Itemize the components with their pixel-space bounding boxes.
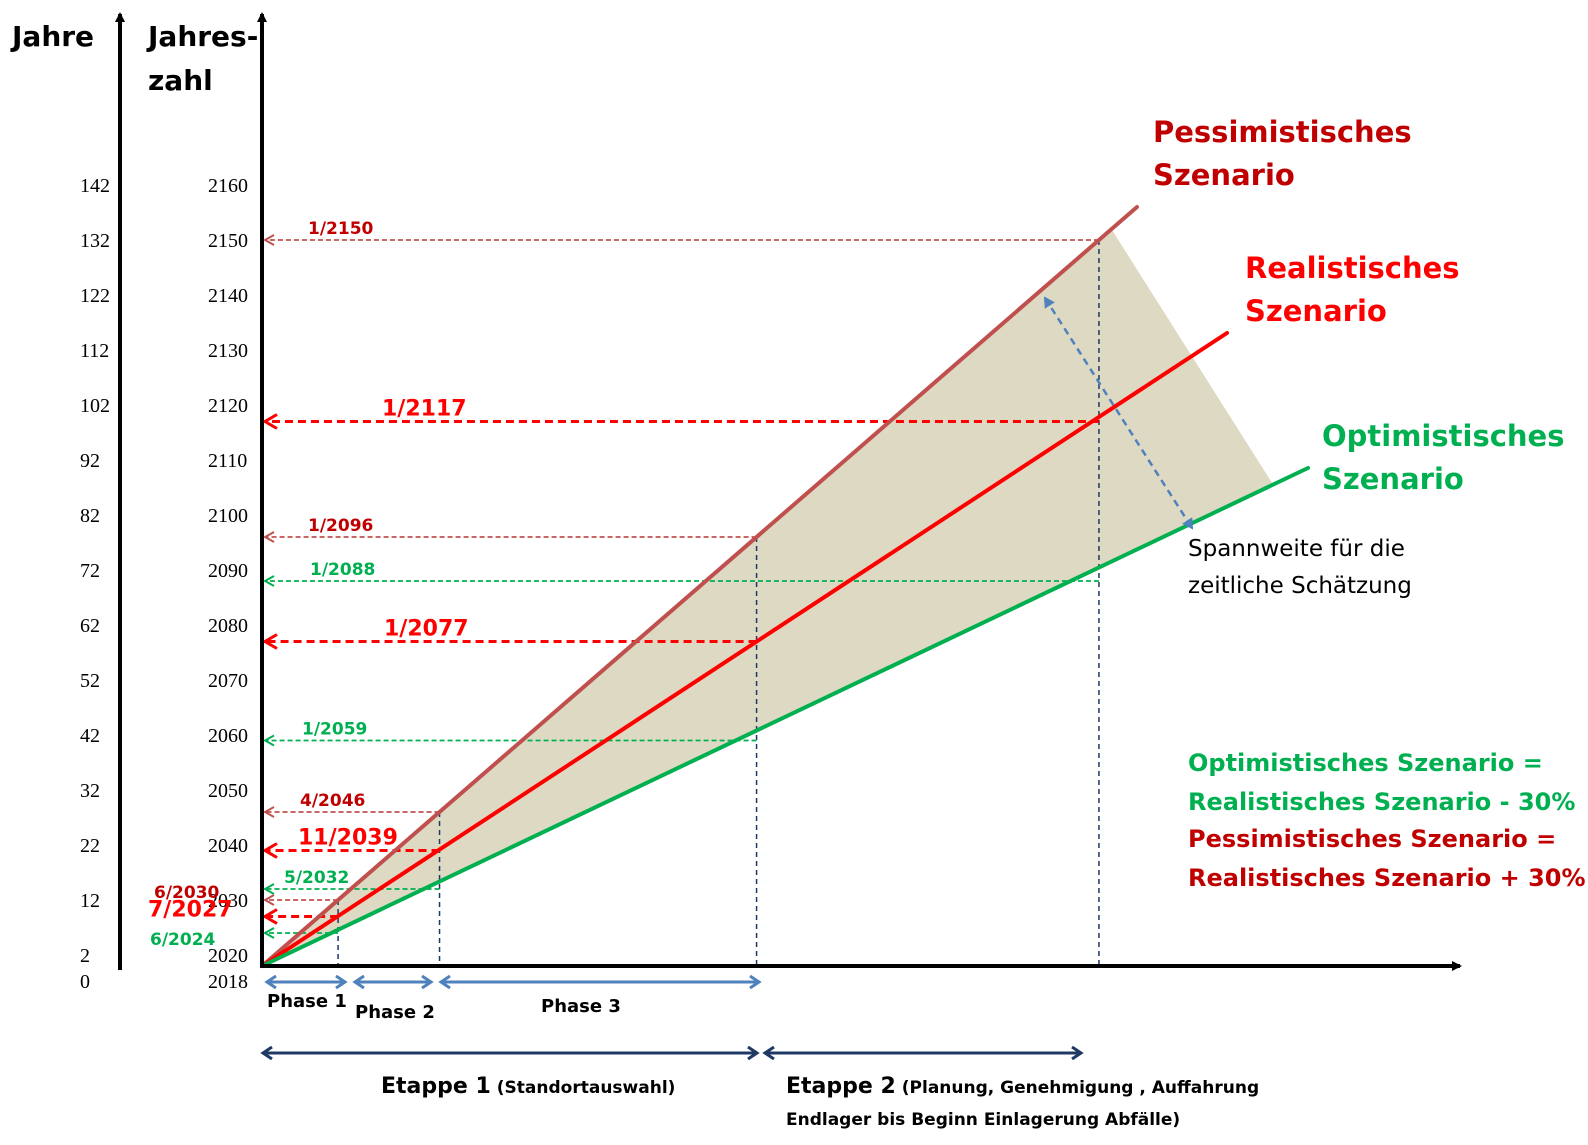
series-line-real [260,331,1229,968]
spread-note-line1: Spannweite für die [1188,536,1405,562]
years-tick-142: 142 [80,175,110,197]
milestone-label-1-2088: 1/2088 [310,560,375,580]
milestone-label-1-2059: 1/2059 [302,720,367,740]
years-tick-2: 2 [80,945,90,967]
years-tick-132: 132 [80,230,110,252]
milestone-label-11-2039: 11/2039 [298,826,398,851]
year-tick-2020: 2020 [208,945,248,967]
years-tick-0: 0 [80,971,90,993]
real-scenario-label-1: Realistisches [1245,251,1460,285]
year-axis-title-line2: zahl [148,64,213,97]
year-tick-2110: 2110 [208,450,247,472]
years-tick-42: 42 [80,725,100,747]
years-tick-22: 22 [80,835,100,857]
milestone-label-6-2030: 6/2030 [154,883,220,903]
etappe-2-title: Etappe 2 [786,1074,896,1099]
milestone-label-5-2032: 5/2032 [284,868,349,888]
milestone-label-1-2096: 1/2096 [308,516,373,536]
year-tick-2060: 2060 [208,725,248,747]
etappe-1-detail: (Standortauswahl) [497,1078,676,1098]
formula-line1: Optimistisches Szenario = [1188,749,1543,777]
formula-line4: Realistisches Szenario + 30% [1188,864,1586,892]
year-tick-2070: 2070 [208,670,248,692]
year-tick-2090: 2090 [208,560,248,582]
years-tick-92: 92 [80,450,100,472]
year-tick-2160: 2160 [208,175,248,197]
year-tick-2040: 2040 [208,835,248,857]
year-tick-2150: 2150 [208,230,248,252]
milestone-label-7-2027: 7/2027 [148,898,233,923]
year-tick-2120: 2120 [208,395,248,417]
formula-line2: Realistisches Szenario - 30% [1188,788,1575,816]
milestone-label-6-2024: 6/2024 [150,930,216,950]
opt-scenario-label-1: Optimistisches [1322,419,1564,453]
year-tick-2080: 2080 [208,615,248,637]
year-tick-2140: 2140 [208,285,248,307]
years-tick-52: 52 [80,670,100,692]
milestone-label-1-2117: 1/2117 [382,397,467,422]
spread-note-line2: zeitliche Schätzung [1188,573,1412,599]
pess-scenario-label-2: Szenario [1153,158,1295,192]
etappe-2-detail-line2: Endlager bis Beginn Einlagerung Abfälle) [786,1110,1180,1130]
formula-line3: Pessimistisches Szenario = [1188,825,1556,853]
milestone-label-1-2150: 1/2150 [308,219,374,239]
years-tick-12: 12 [80,890,100,912]
years-tick-102: 102 [80,395,110,417]
milestone-labels: 1/2150 1/2117 1/2096 1/2088 1/2077 1/2059 4/20… [148,219,469,950]
years-tick-labels: 0 2 12 22 32 42 52 62 72 82 92 102 112 122 132 142 [80,175,110,993]
years-tick-32: 32 [80,780,100,802]
year-tick-2130: 2130 [208,340,248,362]
years-tick-72: 72 [80,560,100,582]
year-tick-2030: 2030 [208,890,248,912]
year-tick-2050: 2050 [208,780,248,802]
opt-scenario-label-2: Szenario [1322,462,1464,496]
year-tick-2018: 2018 [208,971,248,993]
etappe-1-label: Etappe 1 (Standortauswahl) [381,1074,675,1099]
phase-3-label: Phase 3 [541,996,621,1017]
etappe-1-title: Etappe 1 [381,1074,491,1099]
milestone-label-1-2077: 1/2077 [384,617,469,642]
year-tick-2100: 2100 [208,505,248,527]
milestone-guides [266,240,1100,966]
scenario-spread-band [262,230,1274,966]
etappe-2-detail: (Planung, Genehmigung , Auffahrung [902,1078,1259,1098]
pess-scenario-label-1: Pessimistisches [1153,115,1412,149]
years-tick-82: 82 [80,505,100,527]
etappe-2-label: Etappe 2 (Planung, Genehmigung , Auffahru… [786,1074,1259,1099]
series-line-pess [260,205,1139,968]
years-tick-62: 62 [80,615,100,637]
years-tick-112: 112 [80,340,109,362]
years-tick-122: 122 [80,285,110,307]
year-tick-labels: 2018 2020 2030 2040 2050 2060 2070 2080 2090 2100… [208,175,248,993]
year-axis-title-line1: Jahres- [146,20,258,53]
phase-2-label: Phase 2 [355,1002,435,1023]
spread-arrow [1043,296,1194,530]
series-line-opt [260,466,1310,968]
real-scenario-label-2: Szenario [1245,294,1387,328]
phase-1-label: Phase 1 [267,991,347,1012]
milestone-label-4-2046: 4/2046 [300,791,365,811]
years-axis-title: Jahre [10,20,94,53]
